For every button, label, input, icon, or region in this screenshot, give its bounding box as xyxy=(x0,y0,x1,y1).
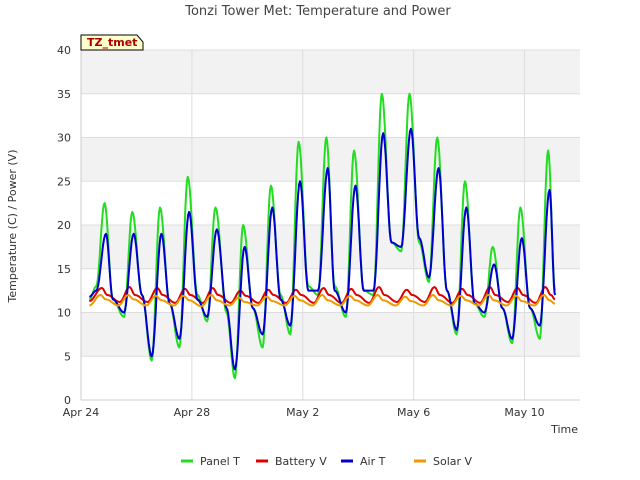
plot-band xyxy=(81,137,580,182)
y-tick-labels: 0 5 10 15 20 25 30 35 40 xyxy=(57,44,71,407)
legend-item-battery-v: Battery V xyxy=(256,455,327,468)
plot-band xyxy=(81,50,580,94)
plot-band xyxy=(81,312,580,357)
x-tick-label: Apr 24 xyxy=(63,406,100,419)
legend-label: Panel T xyxy=(200,455,240,468)
legend-label: Air T xyxy=(360,455,386,468)
legend-label: Battery V xyxy=(275,455,327,468)
y-tick-label: 5 xyxy=(64,350,71,363)
legend-item-solar-v: Solar V xyxy=(414,455,473,468)
y-tick-label: 15 xyxy=(57,263,71,276)
y-tick-label: 35 xyxy=(57,88,71,101)
legend-label: Solar V xyxy=(433,455,473,468)
x-tick-label: May 2 xyxy=(286,406,319,419)
y-tick-label: 10 xyxy=(57,307,71,320)
legend: Panel T Battery V Air T Solar V xyxy=(181,455,473,468)
y-tick-label: 20 xyxy=(57,219,71,232)
y-tick-label: 30 xyxy=(57,132,71,145)
axes xyxy=(80,50,580,401)
x-tick-label: Apr 28 xyxy=(174,406,211,419)
chart-title: Tonzi Tower Met: Temperature and Power xyxy=(184,4,451,19)
x-tick-labels: Apr 24 Apr 28 May 2 May 6 May 10 xyxy=(63,406,545,419)
tag-badge-box xyxy=(80,34,144,51)
series-layer xyxy=(88,92,556,380)
x-tick-label: May 10 xyxy=(504,406,544,419)
y-tick-label: 25 xyxy=(57,175,71,188)
legend-item-air-t: Air T xyxy=(341,455,386,468)
tag-badge: TZ_tmet xyxy=(80,34,144,51)
series-line-solar-v xyxy=(89,294,556,308)
x-tick-label: May 6 xyxy=(397,406,430,419)
tag-badge-label: TZ_tmet xyxy=(87,36,137,49)
y-tick-label: 0 xyxy=(64,394,71,407)
series-line-air-t xyxy=(89,127,556,371)
y-tick-label: 40 xyxy=(57,44,71,57)
legend-item-panel-t: Panel T xyxy=(181,455,240,468)
y-axis-label: Temperature (C) / Power (V) xyxy=(6,149,19,303)
x-axis-label: Time xyxy=(550,423,578,436)
